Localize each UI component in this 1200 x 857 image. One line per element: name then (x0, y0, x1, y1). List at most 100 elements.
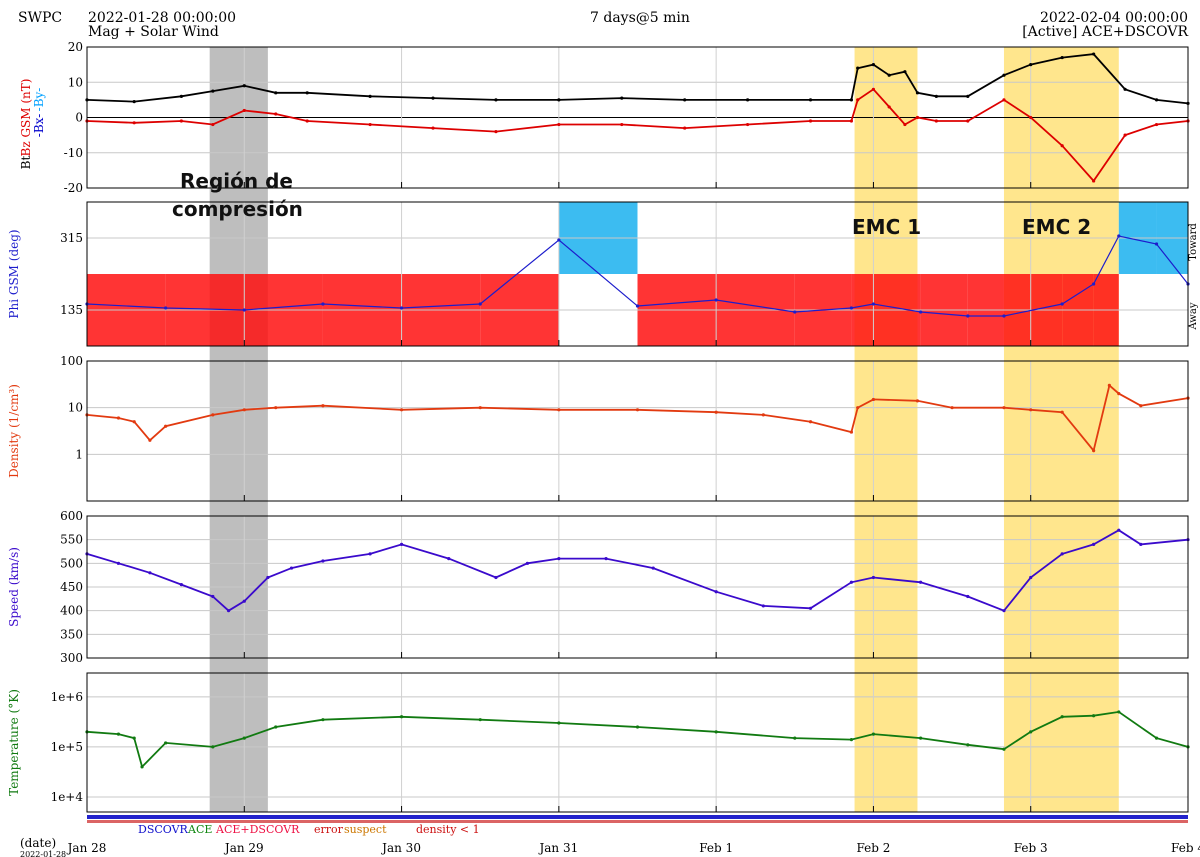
time-span: 7 days@5 min (590, 10, 690, 26)
y-tick-label: -10 (64, 146, 83, 160)
data-point-mag (856, 98, 860, 102)
series-line-mag (86, 88, 1189, 183)
data-point-mag (305, 119, 309, 123)
data-point-density (211, 413, 215, 417)
data-point-mag (683, 98, 687, 102)
data-point-mag (274, 112, 278, 116)
y-tick-label: 1e+4 (51, 790, 84, 804)
y-tick-label: 135 (60, 303, 83, 317)
data-point-mag (179, 94, 183, 98)
data-point-mag (132, 100, 136, 104)
data-point-speed (368, 552, 372, 556)
source-label: SWPC (18, 10, 63, 26)
y-axis-label-group: Temperature (°K) (7, 689, 21, 796)
y-tick-label: 10 (68, 75, 83, 89)
data-point-mag (903, 70, 907, 74)
data-point-phi (919, 310, 923, 314)
data-point-mag (808, 98, 813, 102)
series-line-mag (86, 53, 1189, 105)
data-point-density (164, 424, 168, 428)
y-tick-label: 600 (60, 509, 83, 523)
data-point-mag (966, 119, 970, 123)
y-axis-label-group: Speed (km/s) (7, 547, 21, 627)
highlight-band (1003, 47, 1119, 812)
data-point-temperature (399, 715, 404, 719)
data-point-phi (399, 306, 404, 310)
data-point-temperature (274, 725, 278, 729)
data-point-temperature (557, 721, 561, 725)
data-point-density (399, 408, 404, 412)
data-point-mag (557, 98, 561, 102)
data-point-temperature (242, 736, 246, 740)
data-point-temperature (321, 718, 325, 722)
data-point-speed (1139, 542, 1143, 547)
data-point-speed (1029, 575, 1033, 580)
data-point-speed (1060, 552, 1064, 556)
data-point-speed (266, 575, 270, 580)
data-point-phi (849, 306, 854, 310)
x-tick-label: Feb 2 (856, 841, 890, 855)
data-point-density (714, 410, 718, 414)
data-point-temperature (1060, 715, 1064, 719)
end-time: 2022-02-04 00:00:00 (1039, 10, 1188, 26)
data-point-speed (966, 594, 970, 599)
legend-ace: ACE (187, 823, 212, 836)
emc2-note: EMC 2 (1022, 215, 1091, 239)
data-point-density (132, 420, 136, 424)
data-point-speed (1092, 542, 1096, 547)
data-point-mag (808, 119, 813, 123)
series-line-speed (86, 529, 1189, 612)
data-point-mag (620, 96, 624, 100)
data-point-phi (1154, 242, 1159, 246)
data-point-density (1117, 392, 1121, 396)
data-point-mag (368, 94, 372, 98)
data-point-temperature (871, 732, 876, 736)
y-tick-label: 315 (60, 231, 83, 245)
data-point-temperature (1092, 714, 1096, 718)
data-point-mag (305, 91, 309, 95)
legend-suspect: suspect (344, 823, 387, 836)
panel-frame (86, 46, 1189, 189)
data-point-speed (808, 606, 813, 610)
data-point-mag (1154, 122, 1159, 127)
data-point-speed (1117, 528, 1121, 532)
away-label-group: Away (1188, 302, 1199, 330)
data-point-mag (934, 94, 938, 98)
data-point-phi (557, 238, 561, 242)
data-point-temperature (140, 765, 144, 769)
data-point-phi (478, 302, 482, 306)
data-point-density (1107, 383, 1111, 388)
data-point-speed (557, 557, 561, 561)
data-point-speed (604, 557, 608, 561)
highlight-band (209, 47, 268, 812)
data-point-speed (849, 580, 854, 584)
mag-axis-label-group: Bz GSM (nT) -Bx- -By- Bt (19, 79, 46, 170)
data-point-mag (494, 130, 498, 134)
data-point-temperature (478, 718, 482, 722)
data-point-mag (274, 91, 278, 95)
x-tick-label: Feb 4 (1171, 841, 1200, 855)
data-point-temperature (164, 741, 168, 745)
data-point-mag (1092, 52, 1096, 56)
data-point-density (871, 397, 876, 402)
subtitle: Mag + Solar Wind (88, 24, 219, 40)
data-point-speed (494, 575, 498, 580)
data-point-mag (915, 91, 920, 95)
data-point-phi (242, 308, 246, 312)
data-point-mag (1123, 87, 1127, 91)
data-point-temperature (966, 743, 970, 747)
data-point-mag (179, 119, 183, 123)
y-tick-label: 450 (60, 580, 83, 594)
data-point-mag (1060, 55, 1064, 60)
legend-error: error (314, 823, 344, 836)
data-point-mag (934, 119, 938, 123)
data-point-mag (211, 89, 215, 93)
data-point-mag (1123, 133, 1127, 137)
legend-ace-dscovr: ACE+DSCOVR (215, 823, 300, 836)
data-point-speed (761, 604, 765, 608)
legend-dscovr: DSCOVR (138, 823, 189, 836)
data-point-mag (849, 119, 854, 123)
data-point-density (116, 416, 121, 420)
data-point-speed (321, 559, 325, 563)
data-point-density (1029, 408, 1033, 412)
